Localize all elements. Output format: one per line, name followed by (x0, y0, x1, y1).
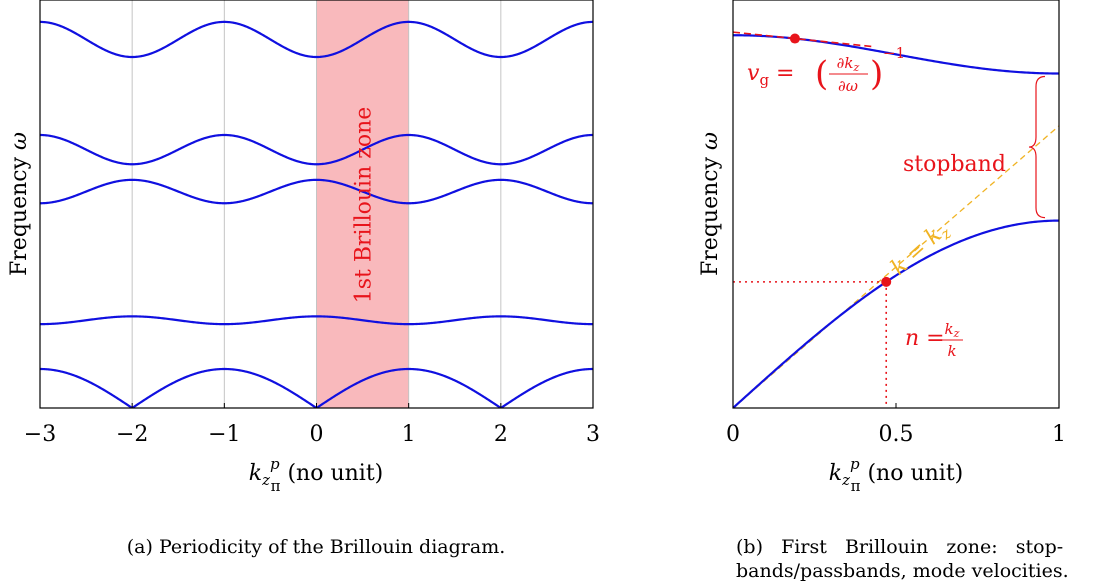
refractive-index-fraction-den: k (947, 342, 956, 360)
brillouin-zone-highlight (316, 0, 409, 408)
panel-b-annotations (732, 31, 1046, 408)
x-tick-label: 1 (402, 422, 416, 447)
refractive-index-fraction: kz (945, 320, 960, 340)
band-curve-5 (40, 20, 593, 59)
x-tick-label: −1 (208, 422, 240, 447)
group-velocity-paren-close: ) (870, 54, 883, 94)
x-tick-label: 2 (494, 422, 508, 447)
x-tick-label: −3 (24, 422, 56, 447)
refractive-index-point (881, 276, 892, 287)
band-curve-4 (40, 133, 593, 166)
panel-b-chart: 0 0.5 1 k = kz n = kz k vg = ( ∂kz ∂ω ) −1… (698, 0, 1069, 582)
x-tick-label: 0 (310, 422, 324, 447)
light-line-label: k = kz (886, 217, 955, 283)
group-velocity-point (789, 33, 800, 44)
brillouin-zone-label: 1st Brillouin zone (352, 107, 377, 304)
panel-a-caption: (a) Periodicity of the Brillouin diagram… (127, 536, 506, 558)
panel-b-x-ticks: 0 0.5 1 (726, 403, 1066, 447)
stopband-label: stopband (903, 152, 1006, 177)
group-velocity-exponent: −1 (883, 44, 905, 62)
x-tick-label: 3 (586, 422, 600, 447)
panel-a-grid (131, 0, 502, 408)
stopband-brace (1028, 75, 1046, 219)
panel-a-xlabel: kzp π (no unit) (249, 455, 384, 495)
panel-a-x-ticks: −3 −2 −1 0 1 2 3 (24, 403, 600, 447)
group-velocity-den: ∂ω (838, 77, 858, 95)
panel-a-bands (40, 20, 593, 408)
panel-b-caption-line2: bands/passbands, mode velocities. (736, 560, 1069, 582)
x-tick-label: 0.5 (879, 422, 914, 447)
band-curve-3 (40, 178, 593, 205)
panel-b-xlabel: kzp π (no unit) (829, 455, 964, 495)
light-line (733, 125, 1059, 408)
panel-b-caption-line1: (b) First Brillouin zone: stop- (736, 536, 1063, 558)
x-tick-label: 0 (726, 422, 740, 447)
group-velocity-paren-open: ( (815, 54, 828, 94)
panel-a-chart: 1st Brillouin zone −3 −2 −1 0 1 2 3 Frequency … (7, 0, 600, 558)
band-curve-2 (40, 315, 593, 326)
lower-band-curve (733, 219, 1059, 408)
group-velocity-label: vg = (747, 61, 794, 89)
upper-band-curve (733, 34, 1059, 75)
panel-a-ylabel: Frequency ω (7, 132, 32, 276)
x-tick-label: −2 (116, 422, 148, 447)
x-tick-label: 1 (1052, 422, 1066, 447)
tangent-line (732, 31, 874, 48)
refractive-index-label: n = (905, 326, 945, 351)
panel-b-bands (733, 34, 1059, 408)
group-velocity-num: ∂kz (837, 54, 860, 74)
panel-b-ylabel: Frequency ω (698, 132, 723, 276)
